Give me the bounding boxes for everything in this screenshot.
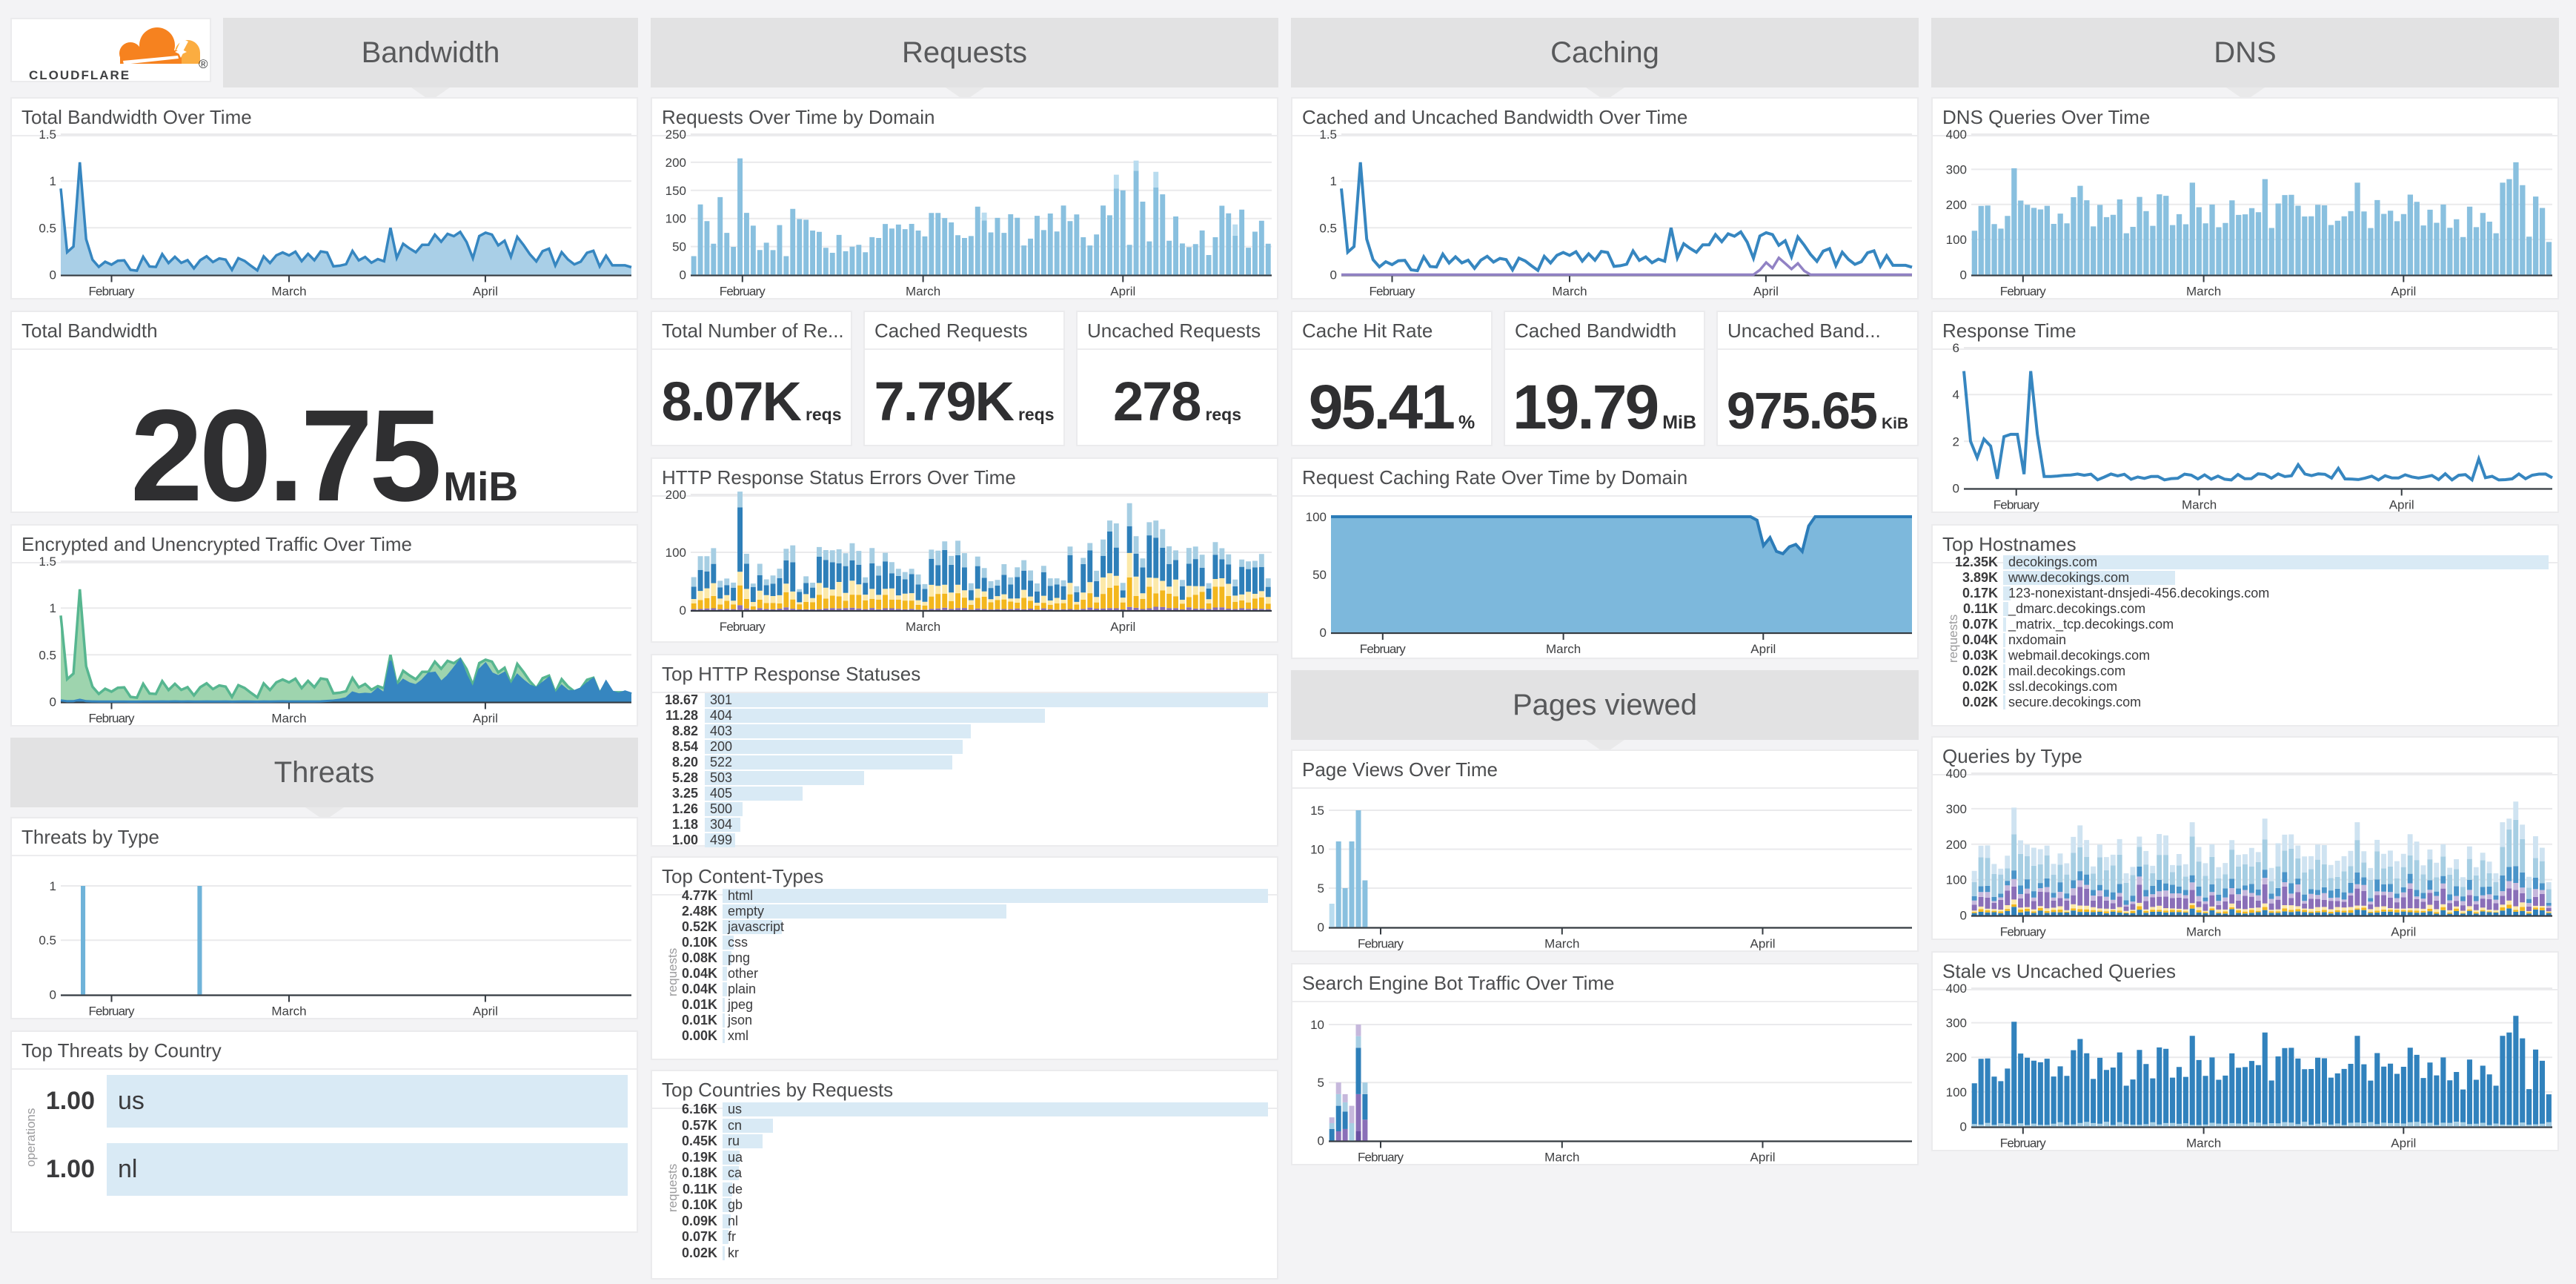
svg-text:2: 2 (1953, 434, 1959, 449)
svg-text:200: 200 (665, 488, 686, 502)
svg-text:0: 0 (1318, 921, 1324, 935)
svg-text:April: April (2391, 1136, 2416, 1151)
svg-text:March: March (1546, 642, 1581, 656)
svg-text:6: 6 (1953, 341, 1959, 355)
svg-text:1: 1 (50, 174, 56, 188)
svg-text:0: 0 (1953, 482, 1959, 496)
svg-text:0.5: 0.5 (39, 221, 56, 235)
svg-text:0: 0 (1960, 909, 1967, 923)
svg-text:®: ® (199, 57, 208, 71)
svg-text:April: April (2391, 285, 2416, 299)
svg-text:0.5: 0.5 (39, 648, 56, 662)
svg-text:5: 5 (1318, 881, 1324, 896)
svg-text:March: March (906, 620, 940, 634)
svg-text:March: March (271, 285, 306, 299)
svg-text:1.5: 1.5 (39, 555, 56, 569)
svg-text:300: 300 (1946, 802, 1967, 816)
svg-text:0: 0 (1330, 268, 1337, 282)
svg-text:March: March (1544, 937, 1579, 951)
svg-text:0: 0 (50, 695, 56, 709)
svg-text:February: February (89, 285, 136, 299)
svg-text:April: April (1750, 1151, 1775, 1165)
svg-text:50: 50 (1312, 568, 1327, 582)
svg-text:February: February (1358, 937, 1404, 951)
svg-text:March: March (1544, 1151, 1579, 1165)
svg-text:100: 100 (665, 546, 686, 560)
svg-text:April: April (2391, 925, 2416, 939)
svg-text:400: 400 (1946, 128, 1967, 142)
svg-text:February: February (2000, 925, 2047, 939)
svg-text:1.5: 1.5 (1319, 128, 1337, 142)
svg-text:4: 4 (1953, 388, 1959, 402)
svg-text:February: February (2000, 285, 2047, 299)
svg-text:0: 0 (1320, 626, 1327, 640)
svg-text:300: 300 (1946, 162, 1967, 176)
svg-text:0: 0 (1960, 1120, 1967, 1134)
svg-text:April: April (473, 1005, 498, 1019)
svg-text:February: February (2000, 1136, 2047, 1151)
svg-text:February: February (1360, 642, 1407, 656)
svg-text:0: 0 (50, 268, 56, 282)
svg-text:1: 1 (50, 601, 56, 615)
svg-text:100: 100 (1946, 233, 1967, 247)
svg-text:February: February (89, 1005, 136, 1019)
svg-text:400: 400 (1946, 767, 1967, 781)
svg-text:150: 150 (665, 184, 686, 198)
svg-text:February: February (1370, 285, 1416, 299)
svg-text:1.5: 1.5 (39, 128, 56, 142)
svg-text:February: February (1358, 1151, 1404, 1165)
svg-text:200: 200 (1946, 198, 1967, 212)
svg-text:0: 0 (680, 603, 686, 618)
svg-text:10: 10 (1310, 1018, 1324, 1032)
svg-text:April: April (1110, 620, 1135, 634)
svg-text:0: 0 (1960, 268, 1967, 282)
svg-text:100: 100 (1946, 1085, 1967, 1099)
svg-text:0.5: 0.5 (39, 933, 56, 947)
svg-text:April: April (1750, 642, 1776, 656)
svg-text:200: 200 (665, 156, 686, 170)
svg-text:March: March (2186, 925, 2221, 939)
svg-text:February: February (720, 285, 766, 299)
svg-text:April: April (2389, 498, 2414, 512)
svg-text:300: 300 (1946, 1016, 1967, 1030)
svg-text:March: March (271, 712, 306, 726)
svg-text:March: March (1552, 285, 1587, 299)
svg-text:CLOUDFLARE: CLOUDFLARE (29, 68, 130, 82)
svg-text:March: March (906, 285, 940, 299)
svg-text:March: March (2186, 1136, 2221, 1151)
svg-text:April: April (1753, 285, 1779, 299)
svg-text:200: 200 (1946, 1050, 1967, 1065)
svg-text:March: March (2186, 285, 2221, 299)
svg-text:April: April (1110, 285, 1135, 299)
svg-text:March: March (2182, 498, 2217, 512)
svg-text:400: 400 (1946, 982, 1967, 996)
svg-text:February: February (1994, 498, 2040, 512)
svg-text:100: 100 (665, 212, 686, 226)
svg-text:100: 100 (1946, 873, 1967, 887)
svg-text:1: 1 (50, 879, 56, 893)
svg-text:0: 0 (50, 988, 56, 1002)
svg-text:February: February (89, 712, 136, 726)
svg-text:200: 200 (1946, 838, 1967, 852)
svg-text:0.5: 0.5 (1319, 221, 1337, 235)
svg-text:1: 1 (1330, 174, 1337, 188)
svg-text:15: 15 (1310, 804, 1324, 818)
svg-text:250: 250 (665, 128, 686, 142)
svg-text:February: February (720, 620, 766, 634)
svg-text:50: 50 (672, 240, 686, 254)
svg-text:March: March (271, 1005, 306, 1019)
svg-text:0: 0 (1318, 1134, 1324, 1148)
svg-text:0: 0 (680, 268, 686, 282)
svg-text:100: 100 (1306, 510, 1327, 524)
svg-text:April: April (473, 712, 498, 726)
svg-text:10: 10 (1310, 843, 1324, 857)
svg-text:April: April (473, 285, 498, 299)
svg-text:April: April (1750, 937, 1775, 951)
svg-text:5: 5 (1318, 1076, 1324, 1090)
